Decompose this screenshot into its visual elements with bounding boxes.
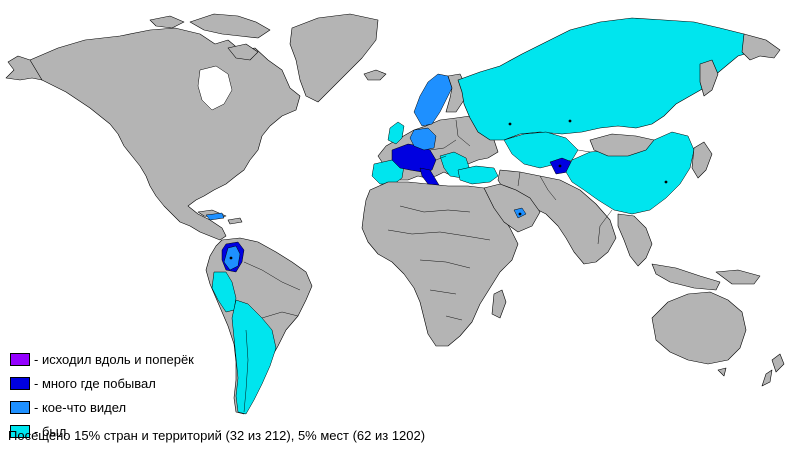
legend-swatch <box>10 424 30 438</box>
place-marker <box>508 122 512 126</box>
border-brazil <box>243 261 301 319</box>
visited-place-markers <box>229 119 668 260</box>
australia-landmass <box>651 291 747 365</box>
place-marker <box>229 256 233 260</box>
region-level-1-chile-argentina <box>231 299 277 415</box>
place-marker <box>664 180 668 184</box>
region-level-1-turkey <box>457 165 499 185</box>
place-marker <box>568 119 572 123</box>
legend-label: - кое-что видел <box>34 399 127 415</box>
legend-item: - много где побывал <box>10 371 194 395</box>
legend-swatch <box>10 400 30 414</box>
region-level-2-scandinavia <box>413 73 453 127</box>
legend-swatch <box>10 376 30 390</box>
hispaniola-island <box>227 217 243 225</box>
new-zealand-islands <box>761 353 785 387</box>
greenland-landmass <box>289 13 379 103</box>
arabia-landmass <box>483 183 541 233</box>
region-level-1-uk <box>387 121 405 145</box>
border-asia <box>517 149 613 245</box>
alaska-landmass <box>5 55 43 81</box>
southeast-asia-landmass <box>617 213 721 291</box>
border-argentina-chile <box>243 329 249 413</box>
border-africa <box>387 205 491 321</box>
japan-islands <box>691 141 713 179</box>
arctic-islands-landmass <box>149 13 271 61</box>
legend-label: - был <box>34 423 67 439</box>
new-guinea-island <box>715 269 761 285</box>
legend-item: - кое-что видел <box>10 395 194 419</box>
map-legend: - исходил вдоль и поперёк - много где по… <box>10 347 194 443</box>
legend-label: - много где побывал <box>34 375 156 391</box>
tasmania-island <box>717 367 727 377</box>
legend-swatch <box>10 352 30 366</box>
place-marker <box>518 212 522 216</box>
hudson-bay <box>197 65 233 111</box>
madagascar-island <box>491 289 507 319</box>
legend-item: - был <box>10 419 194 443</box>
region-level-1-russia <box>457 17 763 141</box>
legend-item: - исходил вдоль и поперёк <box>10 347 194 371</box>
iceland-landmass <box>363 69 387 81</box>
visit-summary: Посещено 15% стран и территорий (32 из 2… <box>8 428 426 443</box>
legend-label: - исходил вдоль и поперёк <box>34 351 194 367</box>
place-marker <box>558 164 562 168</box>
far-east-landmass <box>699 33 781 97</box>
africa-landmass <box>361 181 519 347</box>
border-europe <box>429 119 471 161</box>
mongolia-landmass <box>589 133 655 157</box>
north-america-landmass <box>29 27 301 241</box>
region-level-2-caribbean <box>205 212 225 221</box>
region-level-2-germany <box>409 127 437 151</box>
